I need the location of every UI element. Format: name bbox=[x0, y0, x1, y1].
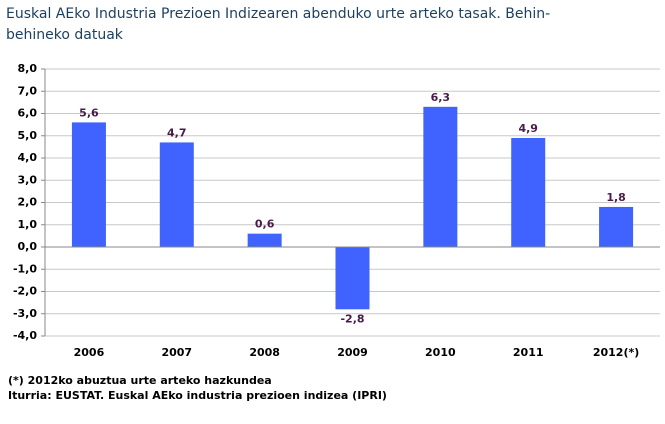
y-tick-label: -2,0 bbox=[13, 285, 37, 298]
y-tick-label: -1,0 bbox=[13, 262, 37, 275]
value-label: 4,9 bbox=[518, 122, 538, 135]
bar bbox=[159, 142, 194, 247]
y-tick-label: 4,0 bbox=[18, 151, 38, 164]
x-tick-label: 2006 bbox=[74, 346, 105, 359]
y-tick-label: 7,0 bbox=[18, 84, 38, 97]
bar bbox=[599, 206, 634, 247]
value-label: 6,3 bbox=[431, 91, 451, 104]
x-tick-label: 2009 bbox=[337, 346, 368, 359]
y-tick-label: -3,0 bbox=[13, 307, 37, 320]
y-tick-label: 6,0 bbox=[18, 107, 38, 120]
value-label: 5,6 bbox=[79, 106, 99, 119]
y-tick-label: 3,0 bbox=[18, 173, 38, 186]
x-tick-label: 2010 bbox=[425, 346, 456, 359]
footnote: Iturria: EUSTAT. Euskal AEko industria p… bbox=[8, 389, 387, 402]
chart-title: behineko datuak bbox=[6, 27, 124, 43]
chart-title: Euskal AEko Industria Prezioen Indizeare… bbox=[6, 6, 550, 22]
x-tick-label: 2011 bbox=[513, 346, 544, 359]
y-tick-label: 2,0 bbox=[18, 196, 38, 209]
y-tick-label: 8,0 bbox=[18, 62, 38, 75]
x-tick-label: 2008 bbox=[249, 346, 280, 359]
bar bbox=[511, 137, 546, 247]
x-tick-label: 2007 bbox=[161, 346, 192, 359]
y-tick-label: 1,0 bbox=[18, 218, 38, 231]
value-label: 1,8 bbox=[606, 191, 626, 204]
bar bbox=[247, 233, 282, 247]
value-label: 0,6 bbox=[255, 218, 275, 231]
bar bbox=[423, 106, 458, 247]
y-tick-label: 0,0 bbox=[18, 240, 38, 253]
value-label: -2,8 bbox=[340, 312, 364, 325]
bar bbox=[71, 122, 106, 247]
x-tick-label: 2012(*) bbox=[593, 346, 639, 359]
footnote: (*) 2012ko abuztua urte arteko hazkundea bbox=[8, 374, 272, 387]
y-tick-label: 5,0 bbox=[18, 129, 38, 142]
y-tick-label: -4,0 bbox=[13, 329, 37, 342]
value-label: 4,7 bbox=[167, 126, 187, 139]
bar bbox=[335, 247, 370, 310]
